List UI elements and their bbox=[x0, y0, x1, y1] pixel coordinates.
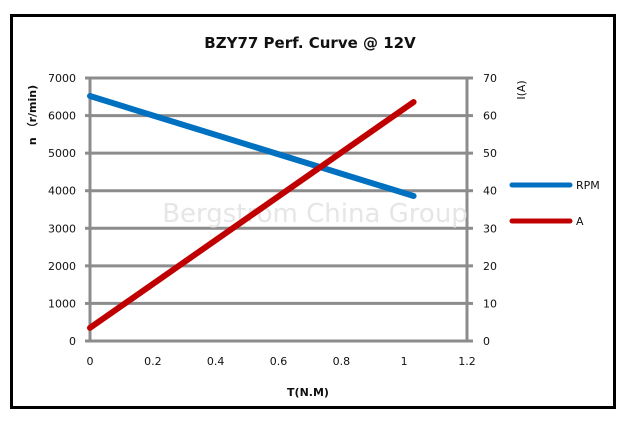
chart-frame bbox=[10, 14, 616, 409]
x-tick-label: 0.6 bbox=[270, 355, 288, 368]
legend-label-a: A bbox=[576, 215, 584, 228]
y2-tick-label: 50 bbox=[483, 147, 497, 160]
y2-tick-label: 70 bbox=[483, 72, 497, 85]
y-axis-label: n （r/min) bbox=[26, 85, 39, 145]
y2-tick-label: 20 bbox=[483, 260, 497, 273]
x-tick-label: 0.4 bbox=[207, 355, 225, 368]
y-tick-label: 3000 bbox=[48, 222, 76, 235]
y2-axis-label: I(A) bbox=[515, 80, 528, 99]
y-tick-label: 2000 bbox=[48, 260, 76, 273]
y2-tick-label: 40 bbox=[483, 185, 497, 198]
series-line-rpm bbox=[87, 93, 417, 199]
y2-tick-label: 30 bbox=[483, 222, 497, 235]
y-tick-label: 5000 bbox=[48, 147, 76, 160]
x-tick-label: 1 bbox=[401, 355, 408, 368]
x-tick-label: 1.2 bbox=[458, 355, 476, 368]
x-tick-label: 0 bbox=[87, 355, 94, 368]
series-line-a bbox=[87, 99, 417, 331]
y-tick-label: 6000 bbox=[48, 110, 76, 123]
chart-title: BZY77 Perf. Curve @ 12V bbox=[204, 34, 416, 52]
y-tick-label: 0 bbox=[69, 335, 76, 348]
y-tick-label: 7000 bbox=[48, 72, 76, 85]
y2-tick-label: 60 bbox=[483, 110, 497, 123]
x-tick-label: 0.8 bbox=[333, 355, 351, 368]
y-tick-label: 1000 bbox=[48, 297, 76, 310]
x-axis-label: T(N.M) bbox=[287, 386, 329, 399]
legend-label-rpm: RPM bbox=[576, 179, 600, 192]
watermark: Bergstrom China Group bbox=[162, 199, 468, 229]
y2-tick-label: 0 bbox=[483, 335, 490, 348]
y-tick-label: 4000 bbox=[48, 185, 76, 198]
x-tick-label: 0.2 bbox=[144, 355, 162, 368]
y2-tick-label: 10 bbox=[483, 297, 497, 310]
